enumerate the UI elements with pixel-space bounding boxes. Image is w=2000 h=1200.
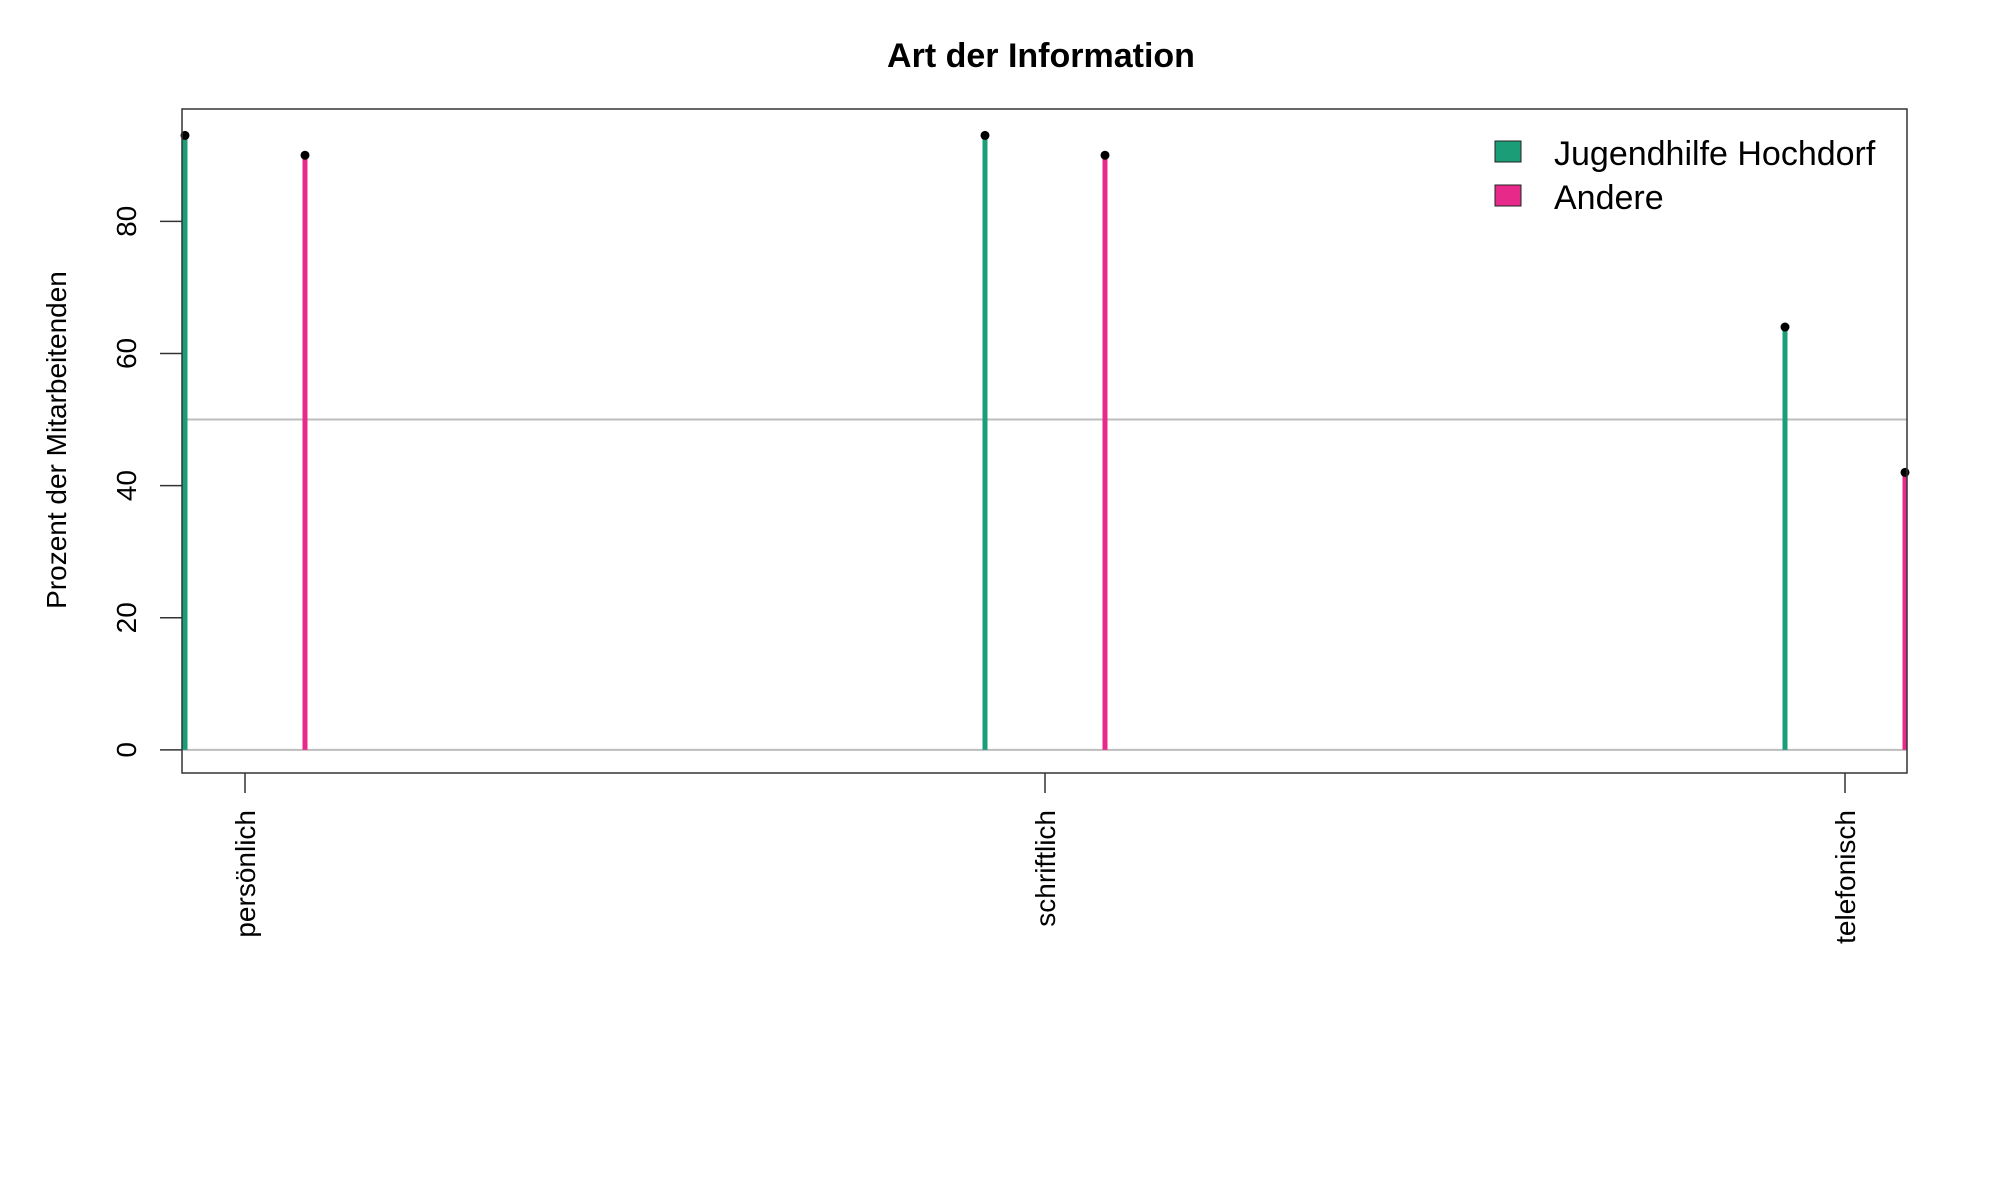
point-1-telefonisch (1780, 322, 1790, 332)
point-1-schriftlich (980, 130, 990, 140)
legend-swatch-1 (1494, 140, 1522, 163)
point-2-telefonisch (1900, 467, 1910, 477)
x-tick-label-persönlich: persönlich (230, 810, 261, 938)
y-tick-label-80: 80 (111, 206, 142, 237)
chart-title: Art der Information (887, 37, 1195, 75)
legend: Jugendhilfe Hochdorf Andere (1494, 135, 1876, 217)
point-2-persönlich (300, 150, 310, 160)
y-tick-label-20: 20 (111, 602, 142, 633)
x-tick-label-schriftlich: schriftlich (1030, 810, 1061, 927)
y-axis-label: Prozent der Mitarbeitenden (41, 271, 72, 609)
plot-area: 0 20 40 60 80 persönlich schriftlich telefonisc… (111, 108, 1910, 944)
y-tick-label-40: 40 (111, 470, 142, 501)
legend-label-1: Jugendhilfe Hochdorf (1554, 135, 1876, 173)
x-tick-label-telefonisch: telefonisch (1830, 810, 1861, 944)
legend-swatch-2 (1494, 184, 1522, 207)
y-tick-label-60: 60 (111, 338, 142, 369)
legend-label-2: Andere (1554, 179, 1664, 217)
point-2-schriftlich (1100, 150, 1110, 160)
y-tick-label-0: 0 (111, 742, 142, 758)
